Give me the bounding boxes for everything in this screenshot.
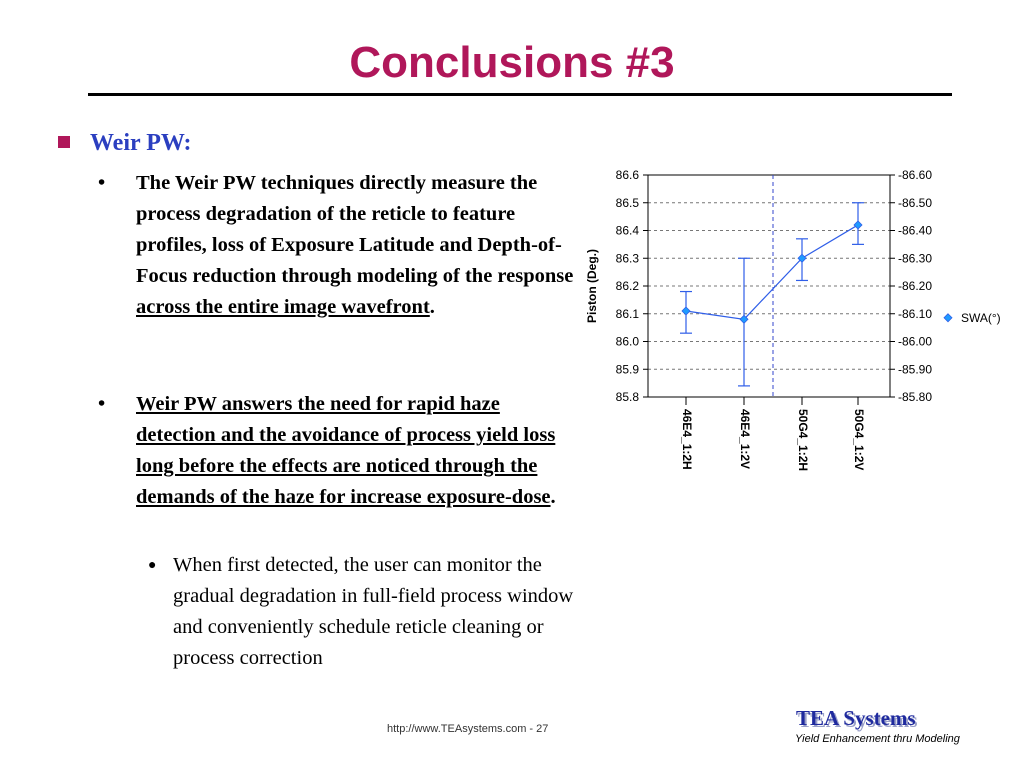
y-tick-label: 86.2: [616, 279, 640, 293]
slide-title: Conclusions #3: [349, 38, 675, 87]
y2-tick-label: -85.80: [898, 390, 932, 404]
footer-url: http://www.TEAsystems.com - 27: [387, 723, 549, 735]
y-axis-label: Piston (Deg.): [585, 249, 599, 323]
heading-text: Weir PW:: [90, 130, 192, 156]
legend-marker: [943, 313, 953, 323]
bullet-1-underlined: across the entire image wavefront: [136, 296, 430, 318]
bullet-2-period: .: [550, 486, 556, 508]
chart-legend: SWA(°): [943, 311, 1001, 325]
x-axis: 46E4_1:2H 46E4_1:2V 50G4_1:2H 50G4_1:2V: [680, 397, 866, 471]
y2-tick-label: -86.20: [898, 279, 932, 293]
x-tick-label: 46E4_1:2H: [680, 409, 694, 470]
piston-chart: 86.6 86.5 86.4 86.3 86.2 86.1 86.0 85.9 85.8 -86…: [585, 168, 1001, 471]
bullet-dot-icon: •: [98, 172, 106, 194]
heading-weir-pw: Weir PW:: [58, 130, 192, 157]
y-tick-label: 86.0: [616, 335, 640, 349]
y2-tick-label: -86.50: [898, 196, 932, 210]
y-tick-label: 85.8: [616, 390, 640, 404]
series-swa: [680, 202, 864, 387]
series-line: [685, 224, 859, 320]
x-tick-label: 46E4_1:2V: [738, 409, 752, 469]
y2-tick-label: -86.30: [898, 251, 932, 265]
brand-logo: TEA Systems: [796, 706, 916, 730]
bullet-1-text: The Weir PW techniques directly measure …: [136, 168, 576, 323]
square-bullet-icon: [58, 136, 70, 148]
data-point: [681, 306, 691, 316]
y-axis-left: 86.6 86.5 86.4 86.3 86.2 86.1 86.0 85.9 85.8: [616, 168, 648, 404]
y2-tick-label: -86.60: [898, 168, 932, 182]
y-tick-label: 86.5: [616, 196, 640, 210]
chart-grid: [648, 174, 890, 398]
x-tick-label: 50G4_1:2V: [852, 409, 866, 470]
y2-tick-label: -85.90: [898, 362, 932, 376]
y-tick-label: 86.4: [616, 224, 640, 238]
y2-tick-label: -86.10: [898, 307, 932, 321]
title-divider: [88, 93, 952, 96]
x-tick-label: 50G4_1:2H: [796, 409, 810, 471]
y-tick-label: 85.9: [616, 362, 640, 376]
bullet-1-period: .: [429, 296, 435, 318]
y-axis-right: -86.60 -86.50 -86.40 -86.30 -86.20 -86.10 -86.…: [890, 168, 932, 404]
sub-bullet-text: When first detected, the user can monito…: [173, 554, 574, 669]
data-point: [853, 220, 863, 230]
y-tick-label: 86.6: [616, 168, 640, 182]
y2-tick-label: -86.00: [898, 335, 932, 349]
bullet-2-underlined: Weir PW answers the need for rapid haze …: [136, 393, 556, 508]
bullet-1-body: The Weir PW techniques directly measure …: [136, 172, 574, 287]
y2-tick-label: -86.40: [898, 224, 932, 238]
data-point: [739, 314, 749, 324]
sub-bullet-dot-icon: ●: [148, 558, 157, 573]
y-tick-label: 86.1: [616, 307, 640, 321]
bullet-2-text: Weir PW answers the need for rapid haze …: [136, 389, 576, 513]
bullet-dot-icon: •: [98, 393, 106, 415]
brand-tagline: Yield Enhancement thru Modeling: [795, 733, 960, 745]
legend-label: SWA(°): [961, 311, 1001, 325]
data-point: [797, 253, 807, 263]
y-tick-label: 86.3: [616, 251, 640, 265]
